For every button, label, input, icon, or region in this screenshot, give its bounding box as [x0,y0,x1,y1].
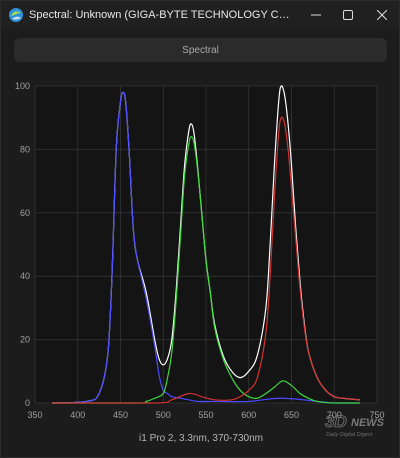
y-tick-label: 60 [20,208,30,218]
spectral-app-icon [9,8,23,22]
spectrum-series-line-1 [52,91,360,404]
title-bar[interactable]: Spectral: Unknown (GIGA-BYTE TECHNOLOGY … [1,1,399,29]
y-tick-label: 40 [20,271,30,281]
y-tick-label: 0 [25,398,30,408]
watermark-tagline: Daily Digital Digest [326,432,373,438]
watermark-brand-text: NEWS [351,417,385,429]
maximize-button[interactable] [331,1,365,29]
close-button[interactable] [365,1,399,29]
x-tick-label: 750 [369,410,384,420]
maximize-icon [343,10,353,20]
spectral-chart: 350 400 450 500 550 600 650 700 750 0 20 40 60 80 100 [15,81,385,420]
window-title: Spectral: Unknown (GIGA-BYTE TECHNOLOGY … [29,9,297,21]
minimize-button[interactable] [299,1,333,29]
spectrum-series-line-3 [52,116,360,404]
x-tick-label: 550 [198,410,213,420]
close-icon [377,10,387,20]
x-tick-label: 450 [113,410,128,420]
y-tick-label: 100 [15,81,30,91]
svg-text:3D: 3D [325,412,347,431]
y-tick-label: 20 [20,335,30,345]
3dnews-watermark-logo: 3D NEWS Daily Digital Digest [325,412,385,438]
x-tick-label: 500 [156,410,171,420]
spectral-mode-button[interactable]: Spectral [14,38,387,62]
x-tick-label: 350 [27,410,42,420]
x-tick-label: 700 [327,410,342,420]
spectrum-series-line-2 [52,136,360,404]
x-tick-label: 400 [70,410,85,420]
x-tick-label: 600 [241,410,256,420]
chart-x-axis-label: i1 Pro 2, 3.3nm, 370-730nm [139,433,263,444]
y-tick-label: 80 [20,144,30,154]
x-tick-label: 650 [284,410,299,420]
minimize-icon [311,14,321,16]
